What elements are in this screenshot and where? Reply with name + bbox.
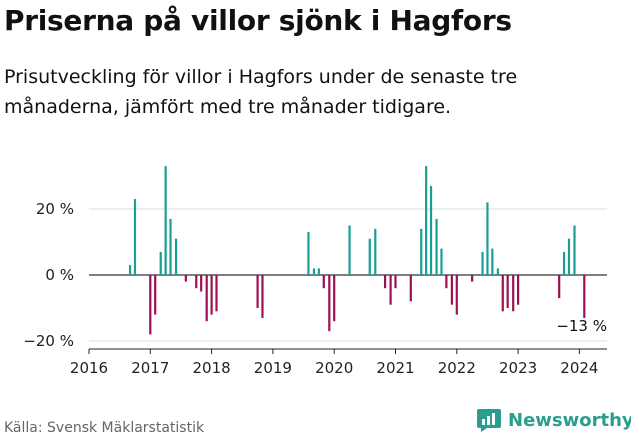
y-tick-label: 20 % (36, 200, 74, 218)
bar (195, 275, 198, 289)
bar (440, 248, 443, 275)
bar (409, 275, 412, 302)
last-value-label: −13 % (556, 317, 607, 335)
bar (348, 225, 351, 275)
bar (133, 199, 137, 275)
bar (128, 265, 132, 275)
bar (496, 268, 499, 275)
bar (200, 275, 203, 292)
x-tick-label: 2023 (499, 359, 537, 377)
bar (471, 275, 474, 282)
bar (481, 251, 484, 275)
bar (389, 275, 392, 305)
bar (307, 232, 310, 275)
x-tick-label: 2017 (131, 359, 169, 377)
bar (333, 275, 336, 322)
newsworthy-logo-icon (477, 409, 501, 432)
bar (256, 275, 259, 308)
bar (174, 238, 178, 275)
bar-chart: 2016 2017 2018 2019 2020 2021 2022 2023 2024 20 … (23, 166, 607, 377)
bar (312, 268, 316, 275)
bar (583, 275, 586, 318)
bar (450, 275, 453, 305)
bar (164, 166, 167, 275)
bar (558, 275, 561, 299)
source-text: Källa: Svensk Mäklarstatistik (4, 420, 205, 436)
bar (368, 238, 371, 275)
bar (205, 275, 208, 322)
bar (154, 275, 157, 315)
x-tick-label: 2021 (376, 359, 414, 377)
bar (455, 275, 458, 315)
bar-series (128, 166, 586, 335)
bar (169, 218, 172, 275)
bar (149, 275, 152, 335)
bar (501, 275, 504, 312)
x-tick-label: 2022 (438, 359, 476, 377)
y-tick-label: 0 % (45, 266, 74, 284)
bar (517, 275, 520, 305)
x-tick-label: 2020 (315, 359, 353, 377)
bar (215, 275, 218, 312)
bar (445, 275, 448, 289)
bar (562, 251, 566, 275)
bar (486, 202, 489, 275)
y-tick-label: −20 % (23, 332, 74, 350)
bar (420, 228, 423, 275)
x-tick-label: 2016 (70, 359, 108, 377)
bar (567, 238, 571, 275)
bar (383, 275, 387, 289)
bar (491, 248, 494, 275)
chart-subtitle: Prisutveckling för villor i Hagfors unde… (4, 66, 518, 118)
bar (573, 225, 576, 275)
x-axis: 2016 2017 2018 2019 2020 2021 2022 2023 2024 (70, 348, 607, 377)
bar (328, 275, 331, 332)
bar (374, 228, 377, 275)
bar (317, 268, 320, 275)
bar (184, 275, 187, 282)
bar (429, 185, 433, 275)
bar (506, 275, 509, 308)
chart-title: Priserna på villor sjönk i Hagfors (4, 4, 512, 37)
bar (425, 166, 428, 275)
bar (261, 275, 264, 318)
x-tick-label: 2024 (560, 359, 598, 377)
newsworthy-logo-text: Newsworthy (508, 409, 631, 431)
x-tick-label: 2019 (254, 359, 292, 377)
bar (435, 218, 438, 275)
bar (394, 275, 397, 289)
bar (159, 251, 162, 275)
bar (512, 275, 515, 312)
newsworthy-logo[interactable]: Newsworthy (476, 407, 631, 433)
x-tick-label: 2018 (193, 359, 231, 377)
bar (322, 275, 325, 289)
y-axis-labels: 20 % 0 % −20 % (23, 200, 74, 350)
bar (210, 275, 213, 315)
